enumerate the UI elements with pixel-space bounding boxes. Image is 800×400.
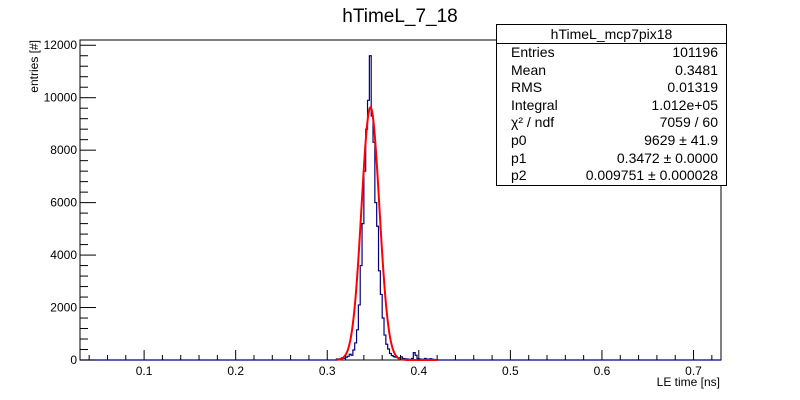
stats-box: hTimeL_mcp7pix18 Entries 101196 Mean 0.3481…: [496, 24, 727, 186]
stats-label: p1: [511, 149, 527, 166]
y-axis-label: entries [#]: [27, 40, 41, 93]
x-tick-label: 0.4: [410, 364, 427, 378]
y-tick-label: 4000: [50, 248, 77, 262]
stats-label: Entries: [511, 44, 555, 60]
y-tick-label: 0: [70, 353, 77, 367]
chart-title: hTimeL_7_18: [342, 6, 457, 27]
x-tick-label: 0.3: [319, 364, 336, 378]
stats-row: Integral 1.012e+05: [497, 97, 726, 115]
y-tick-label: 2000: [50, 301, 77, 315]
y-tick-label: 8000: [50, 143, 77, 157]
y-tick-label: 10000: [44, 91, 78, 105]
stats-value: 7059 / 60: [659, 114, 718, 131]
stats-label: RMS: [511, 79, 543, 96]
stats-rows: Entries 101196 Mean 0.3481 RMS 0.01319 Integra…: [497, 44, 726, 185]
y-tick-label: 6000: [50, 196, 77, 210]
stats-value: 0.01319: [667, 79, 718, 96]
stats-label: Integral: [511, 96, 558, 113]
stats-value: 9629 ± 41.9: [644, 131, 718, 148]
fit-curve: [336, 106, 438, 361]
stats-value: 0.009751 ± 0.000028: [585, 167, 718, 184]
histogram-bars: [336, 56, 435, 360]
stats-row: Entries 101196: [497, 44, 726, 62]
histogram-outline: [80, 55, 721, 361]
x-tick-label: 0.2: [227, 364, 244, 378]
stats-row: Mean 0.3481: [497, 62, 726, 80]
y-tick-label: 12000: [44, 38, 78, 52]
stats-value: 101196: [672, 44, 718, 60]
x-tick-label: 0.6: [594, 364, 611, 378]
stats-value: 0.3481: [675, 61, 718, 78]
x-axis-label: LE time [ns]: [657, 375, 720, 389]
x-axis: 0.1 0.2 0.3 0.4 0.5 0.6 0.7: [88, 350, 713, 378]
stats-label: χ² / ndf: [511, 114, 555, 131]
stats-row: p1 0.3472 ± 0.0000: [497, 150, 726, 168]
stats-box-title: hTimeL_mcp7pix18: [497, 25, 726, 44]
stats-label: p0: [511, 131, 527, 148]
stats-label: Mean: [511, 61, 547, 78]
x-tick-label: 0.1: [136, 364, 153, 378]
stats-row: p0 9629 ± 41.9: [497, 132, 726, 150]
stats-label: p2: [511, 167, 527, 184]
histogram-bin: [351, 355, 353, 360]
histogram-bin: [368, 100, 370, 360]
stats-row: p2 0.009751 ± 0.000028: [497, 167, 726, 185]
x-tick-label: 0.7: [685, 364, 702, 378]
stats-row: RMS 0.01319: [497, 79, 726, 97]
stats-row: χ² / ndf 7059 / 60: [497, 114, 726, 132]
x-tick-label: 0.5: [502, 364, 519, 378]
stats-value: 1.012e+05: [651, 96, 718, 113]
y-axis: 0 2000 4000 6000 8000 10000 12000: [44, 38, 96, 367]
histogram-bin: [371, 116, 373, 360]
stats-value: 0.3472 ± 0.0000: [616, 149, 718, 166]
